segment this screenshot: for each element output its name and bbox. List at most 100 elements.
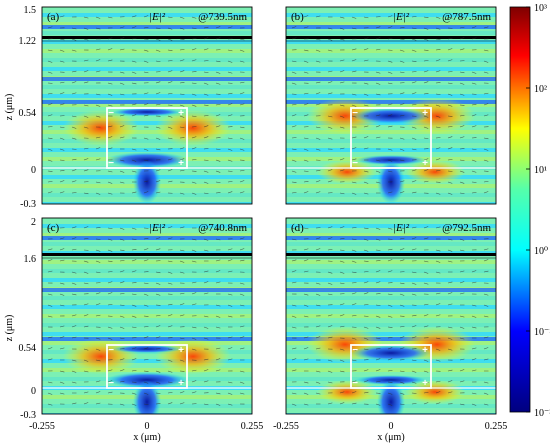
field-arrow <box>59 237 65 240</box>
field-arrow <box>363 125 369 128</box>
field-band <box>42 67 252 71</box>
field-arrow <box>179 348 185 351</box>
field-arrow <box>471 358 477 361</box>
hotspot <box>317 160 377 184</box>
field-arrow <box>83 370 89 373</box>
field-arrow <box>59 282 65 285</box>
field-band <box>286 58 496 62</box>
wavelength-label: @787.5nm <box>442 11 491 23</box>
field-arrow <box>119 304 125 306</box>
field-arrow <box>155 282 161 285</box>
field-arrow <box>143 60 149 63</box>
field-arrow <box>423 38 429 41</box>
field-arrow <box>155 370 161 373</box>
field-arrow <box>291 170 297 173</box>
field-arrow <box>291 392 297 395</box>
colorbar-tick-label: 10⁻¹ <box>534 327 550 338</box>
x-ticks-left: -0.255 0 0.255 <box>29 421 263 432</box>
field-arrow <box>387 347 393 350</box>
field-arrow <box>71 92 77 95</box>
field-arrow <box>483 148 489 151</box>
field-arrow <box>143 304 149 307</box>
field-arrow <box>459 326 465 329</box>
field-arrow <box>387 103 393 106</box>
field-arrow <box>203 48 209 51</box>
field-arrow <box>363 192 369 195</box>
field-arrow <box>239 370 245 373</box>
field-band-strong <box>42 25 252 29</box>
field-arrow <box>387 381 393 383</box>
field-arrow <box>143 282 149 284</box>
field-arrow <box>399 180 405 183</box>
field-arrow <box>351 303 357 306</box>
x-tick: 0 <box>389 421 394 432</box>
field-arrow <box>435 16 441 19</box>
cladding-line <box>42 36 252 39</box>
field-arrow <box>71 49 77 52</box>
field-arrow <box>47 148 53 151</box>
field-arrow <box>227 71 233 74</box>
field-arrow <box>239 248 245 251</box>
field-arrow <box>315 191 321 194</box>
field-arrow <box>447 348 453 351</box>
field-arrow <box>203 104 209 106</box>
field-arrow <box>179 147 185 150</box>
field-arrow <box>143 237 149 240</box>
field-arrow <box>459 48 465 51</box>
field-arrow <box>215 281 221 284</box>
field-arrow <box>423 325 429 328</box>
field-arrow <box>375 369 381 372</box>
x-tick: 0.255 <box>485 421 508 432</box>
field-arrow <box>327 402 333 405</box>
field-arrow <box>387 191 393 194</box>
field-arrow <box>459 125 465 128</box>
field-arrow <box>339 282 345 285</box>
field-arrow <box>83 260 89 263</box>
field-arrow <box>227 148 233 151</box>
field-arrow <box>83 282 89 285</box>
field-arrow <box>131 249 137 251</box>
field-arrow <box>471 392 477 395</box>
field-arrow <box>399 336 405 339</box>
field-band <box>286 323 496 327</box>
field-arrow <box>227 248 233 251</box>
z-ticks-top: 1.5 1.22 0.54 0 -0.3 <box>19 5 37 210</box>
field-arrow <box>167 27 173 30</box>
field-arrow <box>203 136 209 139</box>
field-arrow <box>435 402 441 405</box>
field-arrow <box>227 304 233 307</box>
field-arrow <box>411 126 417 129</box>
field-arrow <box>203 26 209 29</box>
field-arrow <box>447 391 453 394</box>
field-arrow <box>47 181 53 183</box>
field-arrow <box>107 125 113 128</box>
field-arrow <box>423 370 429 373</box>
field-arrow <box>423 81 429 84</box>
field-arrow <box>203 227 209 230</box>
cold-region <box>351 345 431 361</box>
field-arrow <box>179 70 185 73</box>
field-arrow <box>203 270 209 273</box>
field-arrow <box>363 227 369 229</box>
field-arrow <box>315 81 321 84</box>
field-arrow <box>239 148 245 151</box>
field-arrow <box>459 315 465 318</box>
field-arrow <box>411 403 417 405</box>
field-arrow <box>363 326 369 329</box>
field-arrow <box>375 304 381 306</box>
field-arrow <box>119 125 125 128</box>
field-arrow <box>363 170 369 173</box>
field-arrow <box>363 304 369 306</box>
field-arrow <box>71 38 77 41</box>
field-arrow <box>363 48 369 51</box>
cold-region <box>111 108 183 116</box>
field-arrow <box>459 82 465 85</box>
field-arrow <box>447 326 453 329</box>
field-arrow <box>131 15 137 18</box>
field-arrow <box>339 59 345 62</box>
field-arrow <box>363 260 369 262</box>
field-arrow <box>215 181 221 183</box>
field-arrow <box>339 238 345 240</box>
field-arrow <box>423 226 429 229</box>
field-arrow <box>59 137 65 140</box>
